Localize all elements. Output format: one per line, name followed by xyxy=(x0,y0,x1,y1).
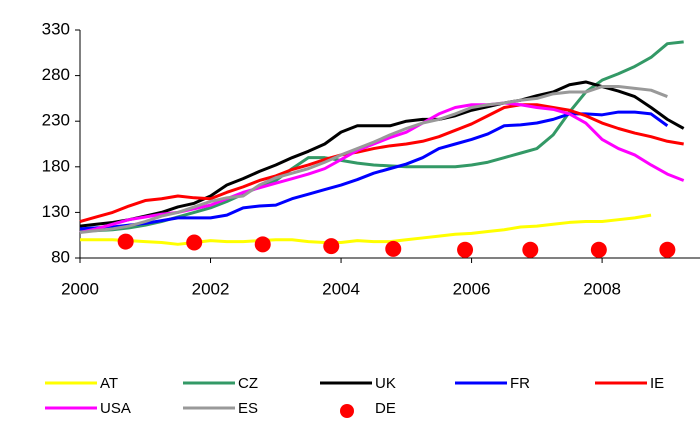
series-dot xyxy=(117,233,134,250)
x-tick-label: 2006 xyxy=(453,279,491,298)
legend-label: DE xyxy=(375,400,396,417)
y-tick-label: 230 xyxy=(42,111,70,130)
series-line xyxy=(79,103,684,223)
legend-label: FR xyxy=(510,375,530,392)
legend-label: AT xyxy=(100,375,118,392)
x-tick-label: 2000 xyxy=(61,279,99,298)
series-dot xyxy=(522,241,539,258)
x-tick-label: 2008 xyxy=(583,279,621,298)
series-line xyxy=(79,80,685,228)
series-dot xyxy=(254,236,271,253)
y-tick-label: 280 xyxy=(42,65,70,84)
y-tick-label: 180 xyxy=(42,156,70,175)
series-dot xyxy=(323,238,340,255)
y-tick-label: 80 xyxy=(51,247,70,266)
legend-label: ES xyxy=(238,400,258,417)
legend-label: CZ xyxy=(238,375,258,392)
y-tick-label: 130 xyxy=(42,202,70,221)
legend-label: IE xyxy=(650,375,664,392)
series-dot xyxy=(590,241,607,258)
legend-label: USA xyxy=(100,400,131,417)
series-line xyxy=(80,213,652,246)
series-line xyxy=(79,85,668,234)
series-dot xyxy=(385,240,402,257)
series-dot xyxy=(659,241,676,258)
legend: AT CZ UK FR IE USA ES DE xyxy=(45,375,664,418)
x-tick-label: 2002 xyxy=(192,279,230,298)
series-dot xyxy=(186,234,203,251)
legend-label: UK xyxy=(375,375,396,392)
x-tick-label: 2004 xyxy=(322,279,360,298)
series-dot xyxy=(457,241,474,258)
series-line xyxy=(80,40,684,233)
y-tick-label: 330 xyxy=(42,19,70,38)
legend-symbol xyxy=(340,404,354,418)
